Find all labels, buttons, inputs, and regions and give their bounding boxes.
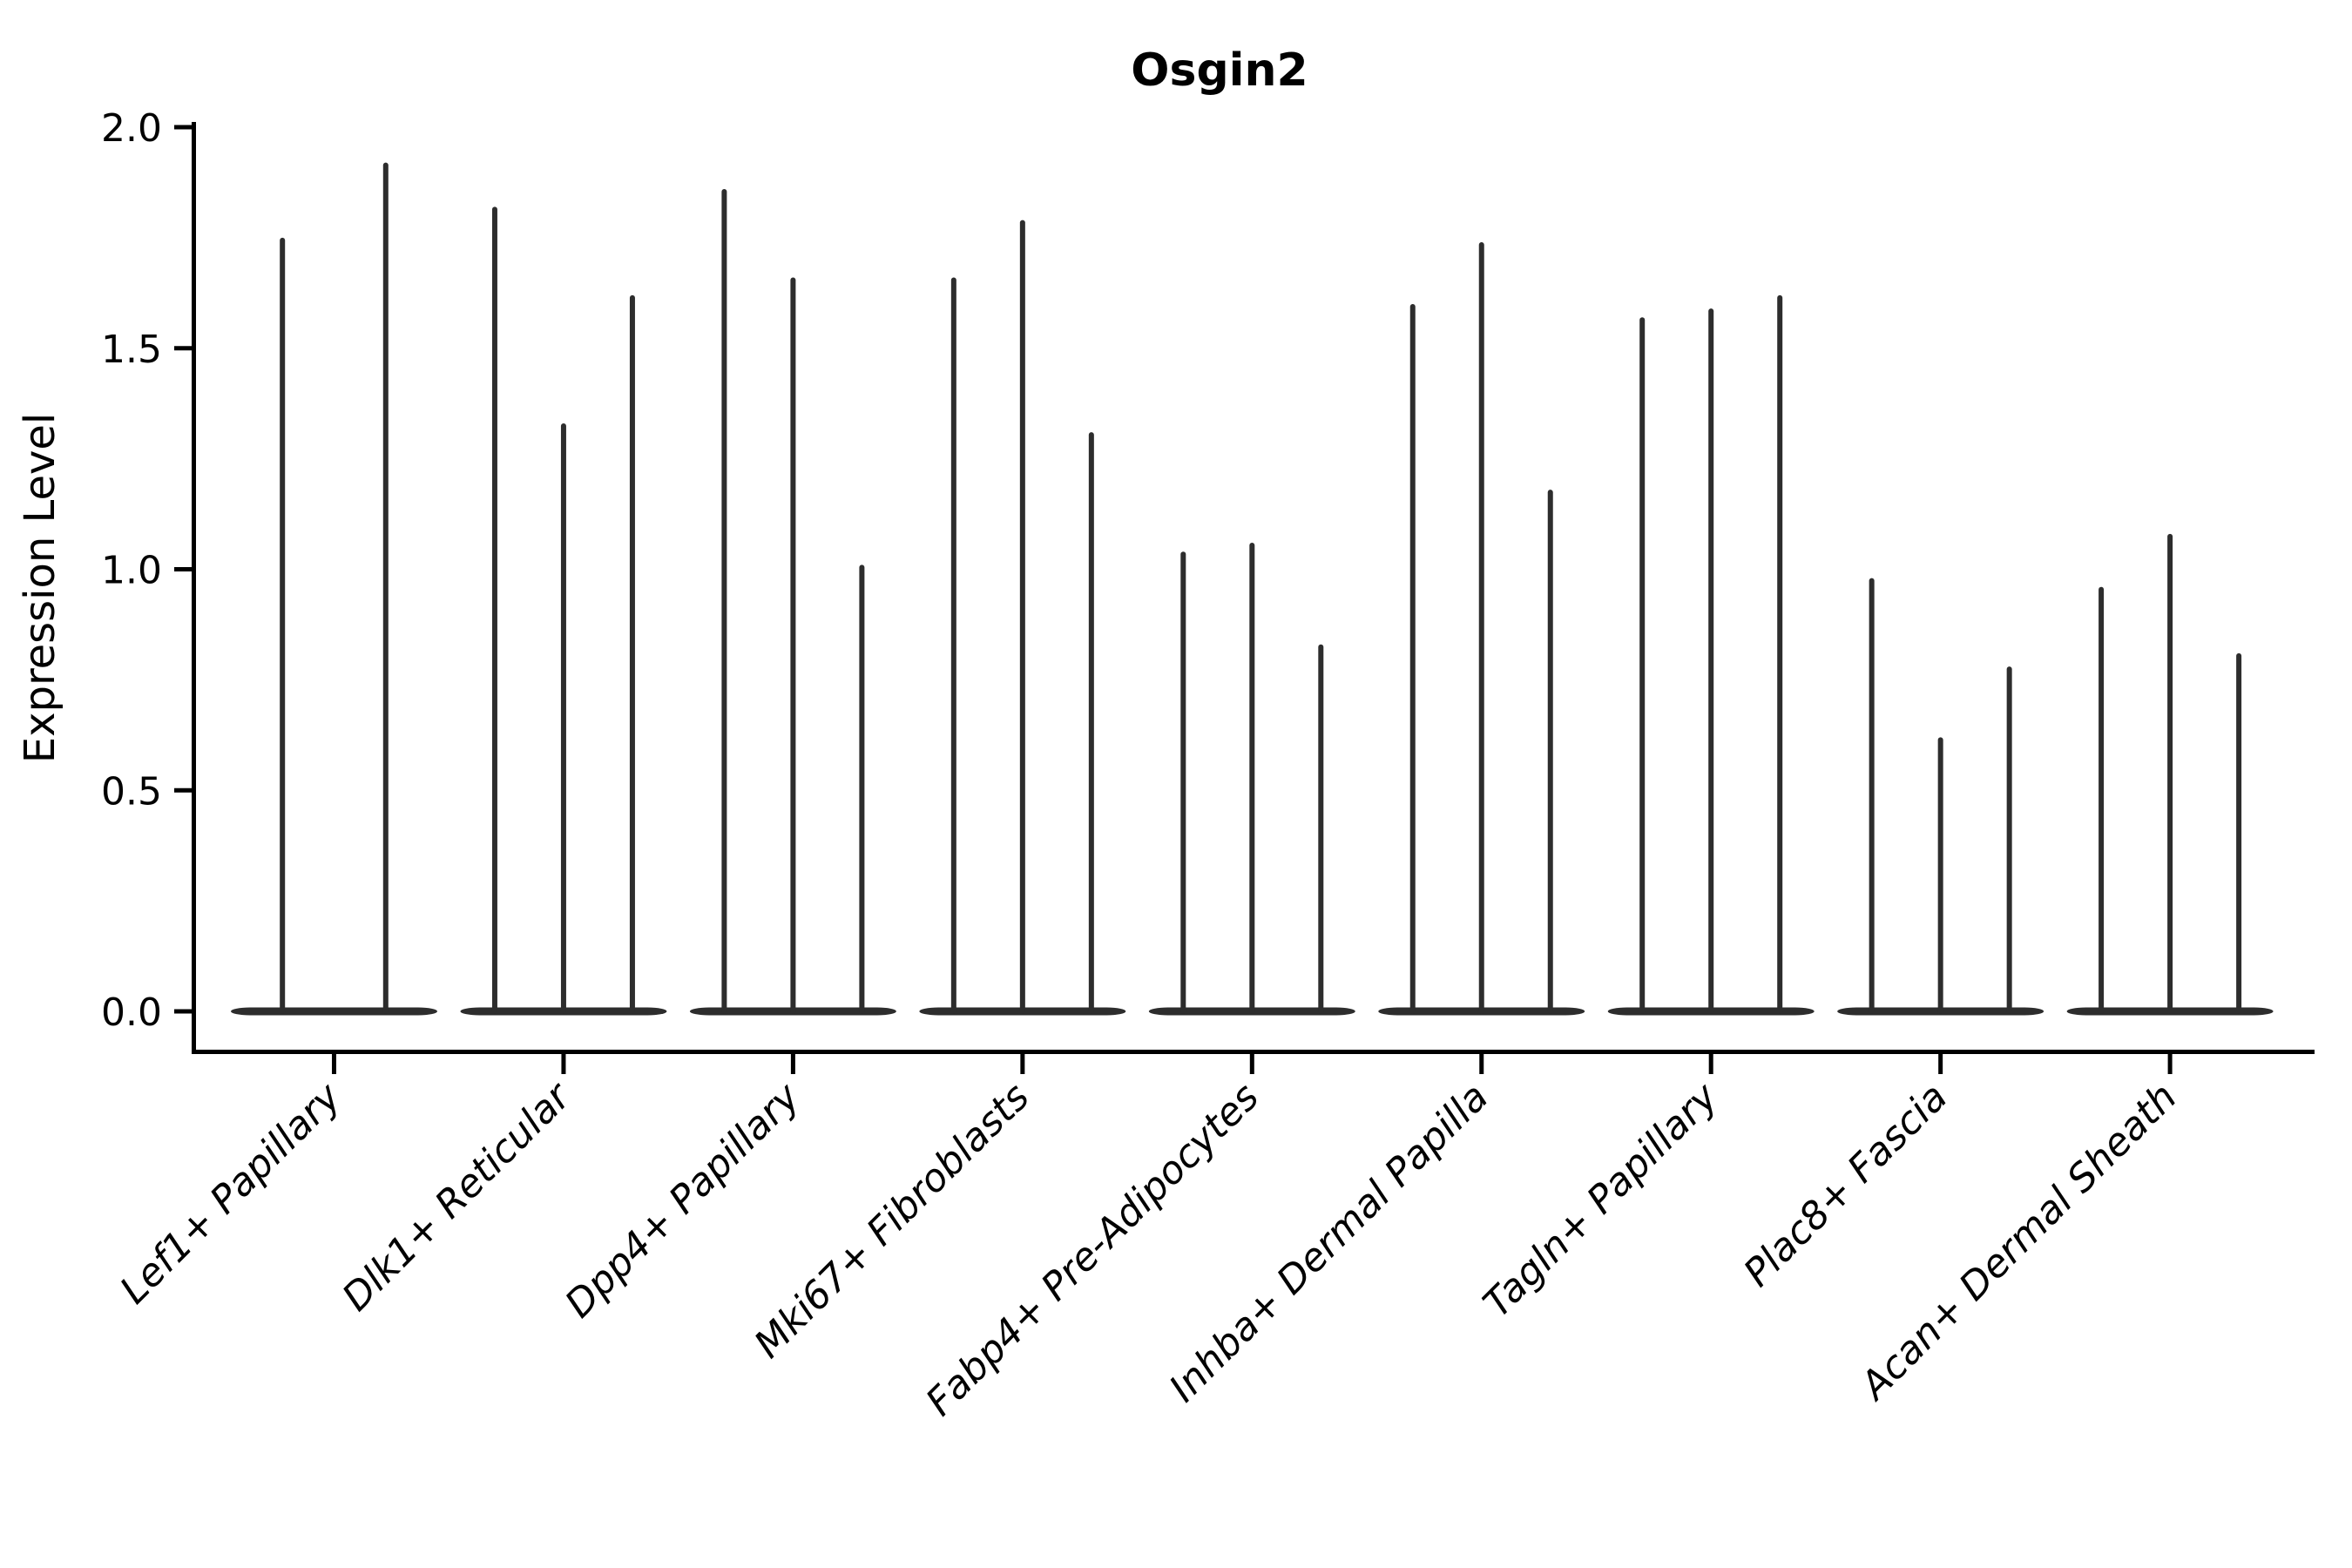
violin-spike xyxy=(2099,586,2105,1014)
y-tick-mark xyxy=(174,125,192,130)
violin-spike xyxy=(1318,644,1324,1014)
y-tick-mark xyxy=(174,346,192,351)
violin-spike xyxy=(1088,432,1094,1014)
left-spine xyxy=(192,122,196,1054)
violin-spike xyxy=(1547,490,1553,1014)
violin-spike xyxy=(1777,294,1783,1015)
x-tick-label: Tagln+ Papillary xyxy=(1475,1074,1727,1326)
violin-spike xyxy=(1180,551,1186,1014)
violin-series xyxy=(231,162,2274,1016)
y-axis-ticks: 2.0 1.5 1.0 0.5 0.0 xyxy=(101,106,192,1035)
violin-base xyxy=(231,1007,437,1016)
violin-spike xyxy=(491,206,497,1015)
violin-spike xyxy=(280,237,286,1014)
x-tick-mark xyxy=(1708,1054,1713,1074)
y-tick-mark xyxy=(174,1009,192,1014)
violin-spike xyxy=(1937,737,1943,1014)
bottom-spine xyxy=(192,1050,2315,1054)
x-tick-mark xyxy=(1249,1054,1254,1074)
x-tick-mark xyxy=(790,1054,795,1074)
y-tick-label: 0.0 xyxy=(101,990,162,1035)
violin-spike xyxy=(1409,304,1416,1014)
violin-spike xyxy=(382,162,389,1015)
violin-spike xyxy=(2236,652,2242,1014)
violin-spike xyxy=(1708,308,1714,1014)
violin-spike xyxy=(1249,543,1255,1014)
x-tick-mark xyxy=(332,1054,336,1074)
violin-spike xyxy=(560,423,566,1014)
violin-spike xyxy=(2006,666,2012,1014)
x-tick-label: Dlk1+ Reticular xyxy=(334,1073,580,1320)
x-tick-label: Lef1+ Papillary xyxy=(112,1074,350,1313)
y-tick-label: 1.0 xyxy=(101,549,162,593)
violin-spike xyxy=(790,277,796,1014)
chart-title: Osgin2 xyxy=(1131,44,1308,97)
violin-spike xyxy=(1019,220,1025,1014)
x-tick-mark xyxy=(2167,1054,2173,1074)
x-tick-mark xyxy=(1479,1054,1484,1074)
violin-spike xyxy=(1478,241,1484,1014)
x-tick-mark xyxy=(561,1054,566,1074)
violin-spike xyxy=(859,564,865,1014)
violin-spike xyxy=(2167,533,2173,1014)
y-tick-mark xyxy=(174,787,192,793)
x-axis-ticks xyxy=(332,1054,2173,1074)
y-tick-label: 2.0 xyxy=(101,106,162,151)
violin-spike xyxy=(721,189,727,1015)
y-axis-label: Expression Level xyxy=(16,413,64,764)
x-tick-mark xyxy=(1020,1054,1025,1074)
violin-spike xyxy=(629,294,635,1015)
violin-spike xyxy=(950,277,956,1014)
violin-spike xyxy=(1869,578,1875,1014)
y-tick-label: 1.5 xyxy=(101,328,162,372)
violin-spike xyxy=(1639,317,1646,1015)
y-tick-label: 0.5 xyxy=(101,769,162,814)
axes-spines xyxy=(192,122,2315,1054)
x-tick-mark xyxy=(1938,1054,1943,1074)
x-tick-label: Plac8+ Fascia xyxy=(1735,1075,1956,1295)
x-tick-label: Dpp4+ Papillary xyxy=(557,1074,809,1327)
y-tick-mark xyxy=(174,567,192,571)
